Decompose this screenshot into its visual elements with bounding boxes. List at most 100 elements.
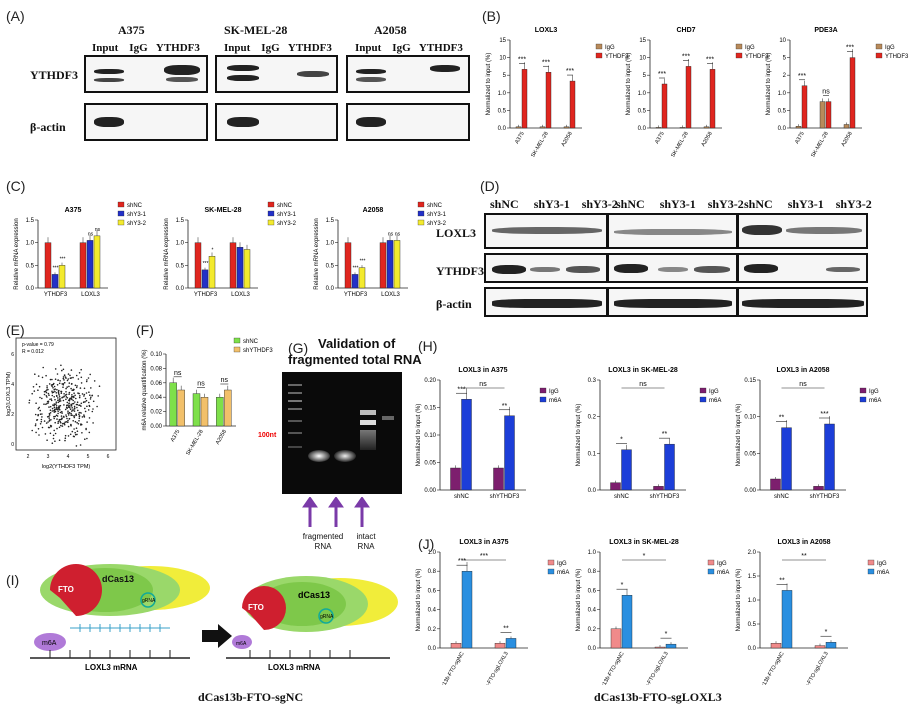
scatter-point	[48, 426, 50, 429]
scatter-point	[89, 394, 91, 396]
x-tick-label: 4	[67, 454, 70, 460]
scatter-point	[51, 407, 54, 410]
bar	[685, 66, 692, 129]
scatter-point	[44, 433, 47, 435]
chart-title: LOXL3 in SK-MEL-28	[609, 539, 679, 546]
scatter-point	[68, 411, 71, 414]
scatter-point	[67, 425, 70, 428]
scatter-point	[68, 406, 71, 409]
blot-d-bactin	[484, 287, 868, 317]
scatter-point	[65, 415, 68, 418]
panel-b-charts: LOXL3 15 10 5 1.0 0.5 0.0 Normalized to input (…	[486, 27, 909, 159]
y-tick-label: 1.0	[26, 241, 35, 247]
bar	[243, 249, 251, 289]
legend-swatch	[417, 219, 425, 226]
chart-title: LOXL3	[535, 27, 558, 34]
scatter-point	[77, 409, 79, 412]
bar	[539, 126, 546, 129]
y-tick-label: 1.5	[326, 218, 335, 224]
scatter-point	[46, 402, 48, 405]
scatter-point	[43, 420, 46, 422]
scatter-point	[61, 425, 64, 427]
scatter-point	[70, 397, 73, 399]
scatter-point	[79, 387, 82, 389]
bar	[177, 389, 185, 427]
scatter-point	[28, 402, 31, 404]
bar	[386, 240, 394, 289]
panel-label-e: (E)	[6, 322, 25, 338]
scatter-point	[69, 377, 72, 379]
bar	[200, 397, 209, 427]
scatter-point	[72, 409, 74, 411]
blot-a2058-ythdf3	[346, 55, 470, 93]
scatter-point	[53, 429, 55, 432]
chart-title: LOXL3 in SK-MEL-28	[608, 367, 678, 374]
scatter-point	[74, 384, 77, 387]
scatter-point	[58, 396, 61, 398]
arrow-icon	[202, 624, 232, 648]
lane-shy3-2: shY3-2	[581, 197, 618, 211]
scatter-point	[63, 422, 66, 425]
scatter-point	[55, 406, 58, 409]
chart-title: LOXL3 in A375	[459, 539, 508, 546]
panel-a-title-a2058: A2058	[374, 23, 407, 37]
legend-label: m6A	[549, 398, 561, 404]
y-tick-label: 10	[779, 38, 786, 44]
scatter-point	[53, 396, 55, 398]
scatter-point	[68, 382, 71, 384]
y-tick-label: 0.0	[176, 286, 185, 292]
sig-label: ***	[360, 259, 366, 265]
legend-label: YTHDF3	[885, 54, 909, 60]
scatter-point	[48, 420, 51, 422]
y-tick-label: 1.0	[428, 550, 437, 556]
bar	[653, 486, 664, 491]
bar	[344, 242, 352, 289]
x-tick-label: dCas13b-FTO-sgNC	[435, 651, 465, 685]
scatter-point	[91, 410, 94, 413]
y-axis-label: Normalized to input (%)	[736, 569, 742, 632]
label-m6a: m6A	[42, 640, 57, 647]
bar	[93, 235, 101, 289]
chart-title: A2058	[363, 207, 384, 214]
y-tick-label: 5	[643, 73, 647, 79]
bar	[393, 240, 401, 289]
scatter-point	[49, 424, 52, 427]
y-tick-label: 6	[11, 352, 14, 358]
scatter-point	[53, 406, 56, 409]
chart-title: SK-MEL-28	[205, 207, 242, 214]
y-tick-label: 0.2	[588, 627, 597, 633]
scatter-point	[75, 413, 77, 415]
scatter-point	[64, 439, 66, 442]
scatter-point	[76, 430, 79, 432]
scatter-point	[80, 412, 82, 414]
scatter-point	[83, 395, 85, 397]
scatter-point	[45, 374, 47, 377]
legend-swatch	[867, 568, 875, 575]
legend-swatch	[867, 559, 875, 566]
legend-swatch	[267, 219, 275, 226]
scatter-point	[38, 434, 40, 436]
sig-label: ns	[197, 381, 205, 388]
x-tick-label: dCas13b-FTO-sgLOXL3	[635, 651, 670, 685]
scatter-point	[36, 419, 38, 421]
legend-label: IgG	[549, 389, 559, 395]
y-tick-label: 0.0	[588, 488, 597, 494]
scatter-point	[77, 423, 80, 425]
bar	[216, 397, 224, 427]
x-tick-label: A375	[794, 131, 806, 145]
label-fto-right: FTO	[248, 603, 264, 612]
sig-label-top: **	[801, 553, 807, 560]
bar	[621, 594, 633, 649]
scatter-point	[49, 405, 52, 408]
x-tick-label: YTHDF3	[344, 292, 368, 298]
scatter-point	[68, 385, 70, 388]
legend-swatch	[417, 210, 425, 217]
scatter-point	[66, 401, 69, 404]
scatter-point	[56, 427, 58, 430]
scatter-point	[59, 404, 62, 407]
y-tick-label: 0.0	[778, 126, 787, 132]
scatter-point	[48, 383, 51, 385]
scatter-point	[55, 408, 57, 410]
scatter-point	[71, 398, 73, 401]
scatter-point	[54, 390, 56, 393]
